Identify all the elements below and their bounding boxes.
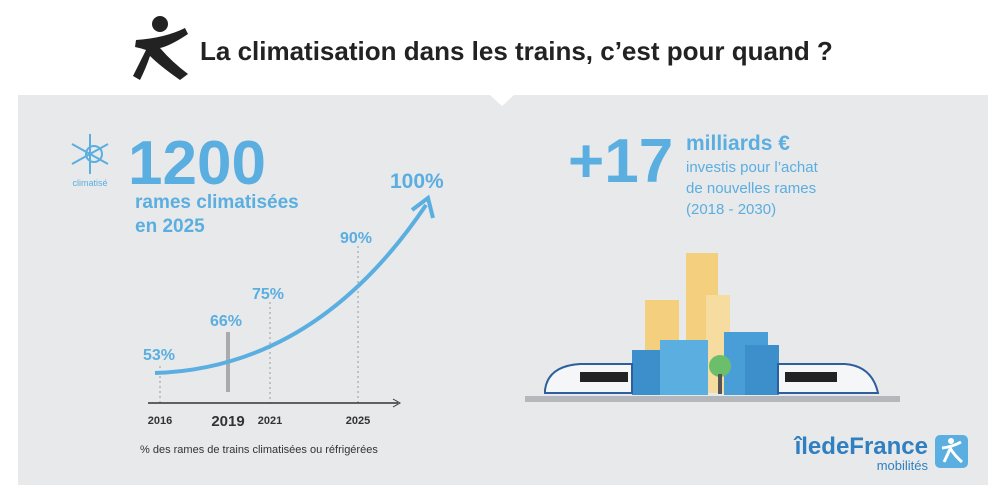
unit: milliards € [686, 132, 790, 155]
header-icon [133, 16, 188, 80]
brand-main: îledeFrance [794, 433, 928, 460]
year-label: 2016 [148, 415, 172, 427]
big-number: 1200 [128, 129, 266, 198]
icon-label: climatisé [72, 178, 107, 188]
curve-label: 100% [390, 170, 444, 193]
year-label: 2019 [211, 413, 244, 430]
brand-sub: mobilités [877, 458, 929, 473]
growth-curve [154, 203, 428, 375]
year-label: 2025 [346, 415, 370, 427]
title: La climatisation dans les trains, c’est … [200, 36, 833, 66]
axis-arrow [392, 398, 402, 408]
detail-line: investis pour l’achat [686, 159, 819, 176]
subtitle-line: en 2025 [135, 216, 205, 237]
caption: % des rames de trains climatisées ou réf… [140, 444, 378, 456]
curve-label: 66% [210, 313, 242, 330]
detail-line: de nouvelles rames [686, 180, 816, 197]
brand-head [948, 438, 954, 444]
climate-icon [71, 134, 109, 174]
brand-figure [941, 440, 963, 464]
big-number: +17 [568, 127, 673, 196]
curve-label: 53% [143, 347, 175, 364]
detail-line: (2018 - 2030) [686, 201, 776, 218]
curve-label: 75% [252, 286, 284, 303]
year-label: 2021 [258, 415, 282, 427]
subtitle-line: rames climatisées [135, 192, 299, 213]
city-illustration [525, 253, 900, 402]
curve-label: 90% [340, 230, 372, 247]
curve-arrow [410, 194, 435, 219]
